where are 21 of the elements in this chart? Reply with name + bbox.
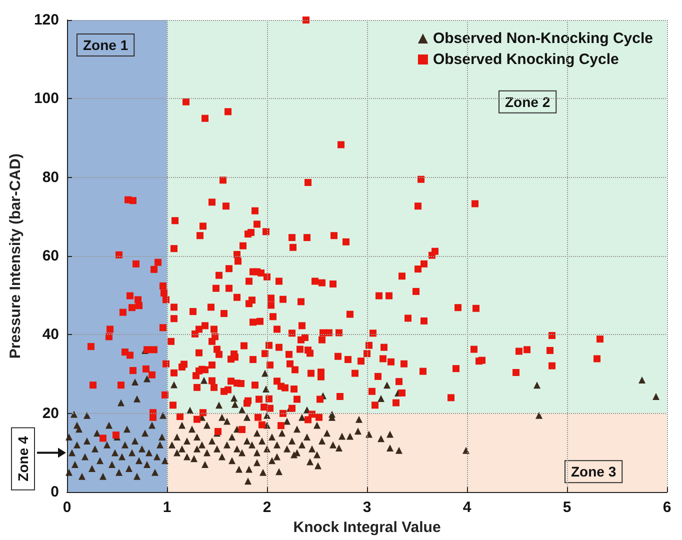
legend-label: Observed Non-Knocking Cycle [432,30,654,47]
legend-label: Observed Knocking Cycle [432,51,619,68]
x-tick-label: 0 [62,499,72,516]
y-tick-label: 80 [42,168,59,186]
y-tick-label: 60 [42,248,59,265]
band-label: Zone 3 [571,464,616,480]
y-tick-label: 40 [42,326,59,344]
x-tick-label: 3 [362,499,372,516]
x-tick-label: 2 [262,499,272,516]
y-tick-label: 20 [42,404,59,422]
x-tick-label: 4 [462,499,472,516]
x-tick-label: 5 [562,499,572,516]
x-tick-label: 6 [662,499,672,516]
x-tick-label: 1 [162,499,172,516]
y-axis-title: Pressure Intensity (bar-CAD) [7,154,24,359]
y-tick-label: 0 [50,484,59,501]
y-tick-label: 120 [34,12,59,28]
x-axis-title: Knock Integral Value [293,519,441,536]
y-tick-label: 100 [34,90,59,108]
annotation: Zone 4 [15,436,31,482]
band-label: Zone 1 [83,37,128,53]
